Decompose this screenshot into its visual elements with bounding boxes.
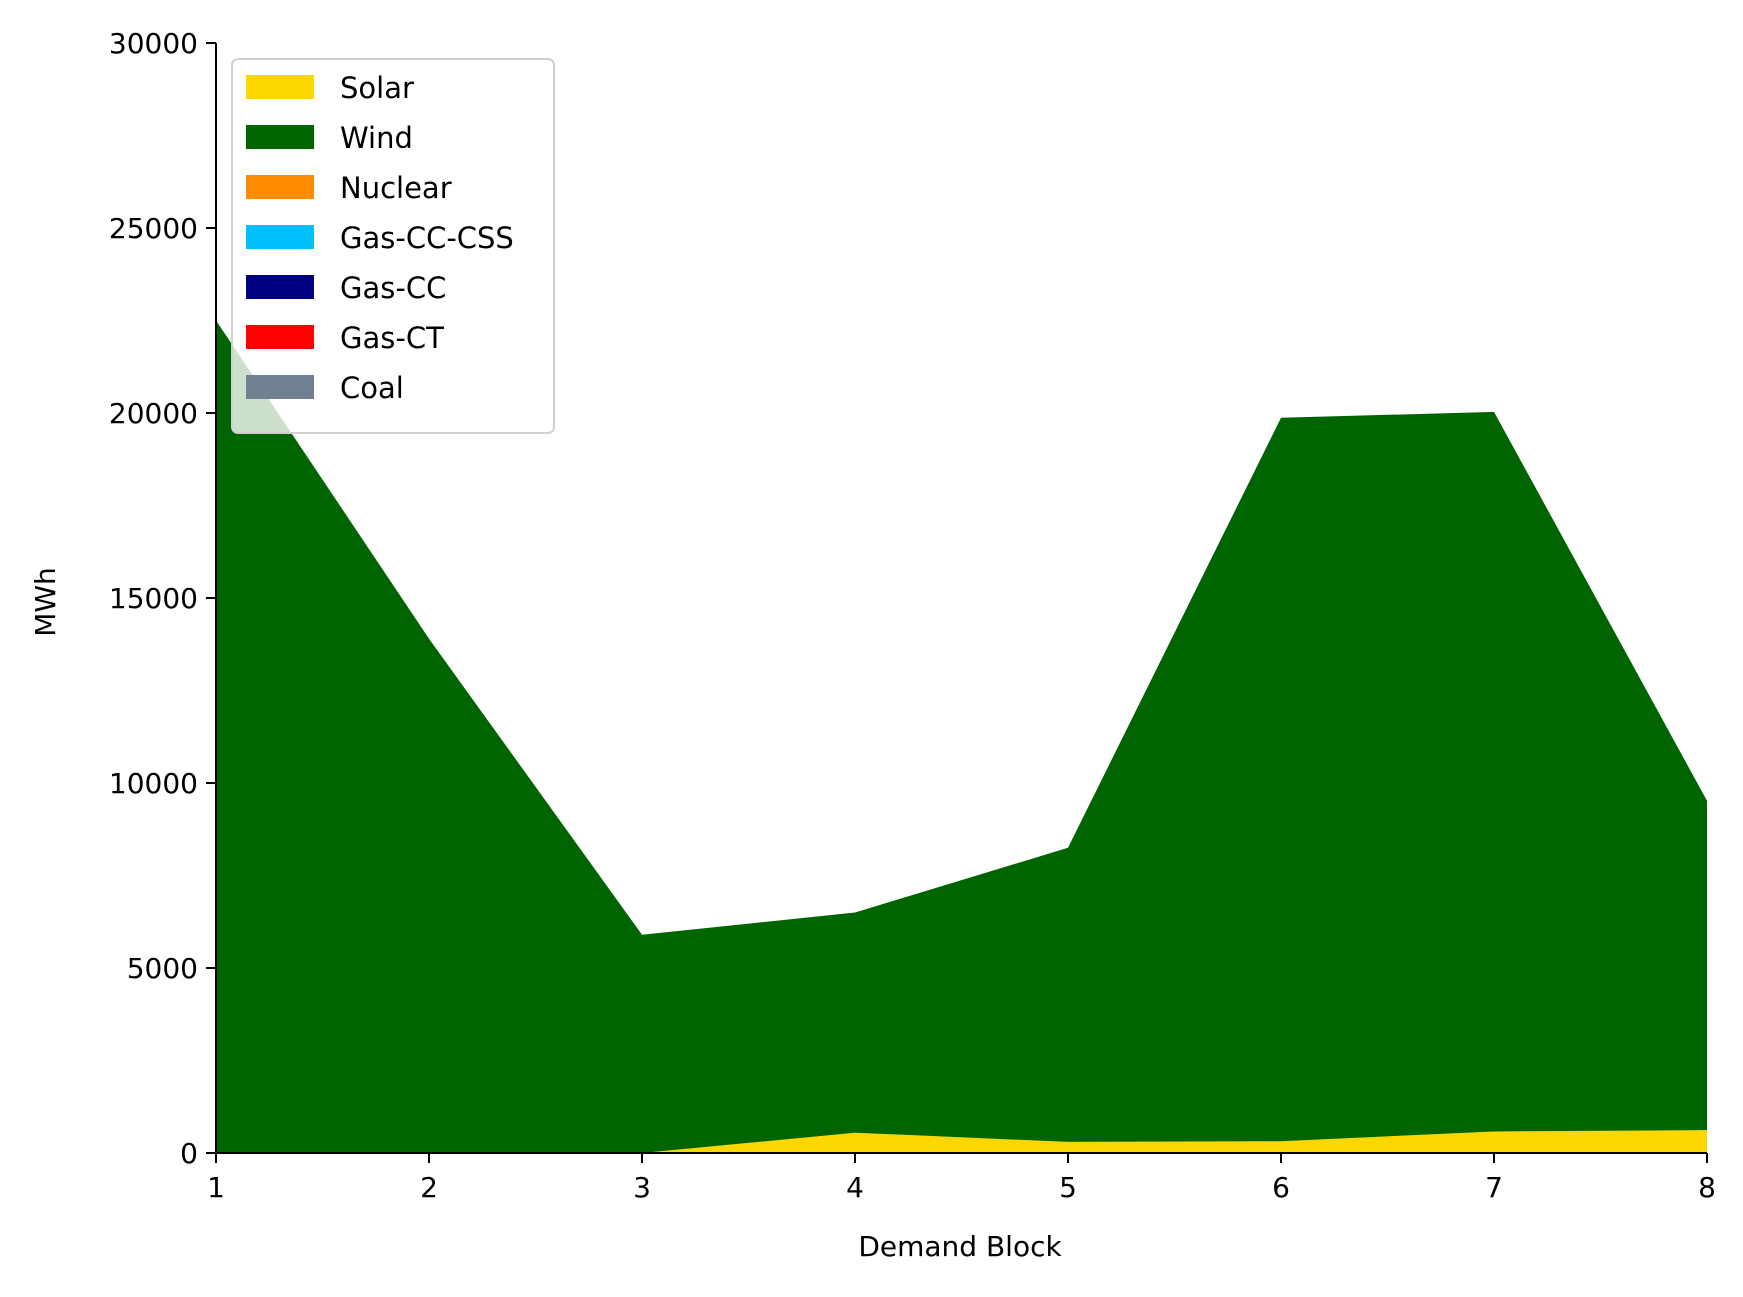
area-wind [216, 320, 1707, 1153]
y-axis-title: MWh [29, 567, 62, 637]
y-tick-label: 30000 [109, 27, 198, 60]
y-tick-label: 15000 [109, 582, 198, 615]
legend-label-nuclear: Nuclear [340, 171, 452, 205]
y-tick-label: 5000 [127, 952, 198, 985]
legend-swatch-gas-ct [246, 325, 314, 349]
legend-label-gas-cc: Gas-CC [340, 271, 446, 305]
legend-swatch-solar [246, 75, 314, 99]
legend-swatch-gas-cc [246, 275, 314, 299]
legend-swatch-gas-cc-css [246, 225, 314, 249]
x-tick-label: 6 [1272, 1171, 1290, 1204]
y-tick-label: 25000 [109, 212, 198, 245]
x-axis-title: Demand Block [858, 1230, 1062, 1263]
legend-label-gas-ct: Gas-CT [340, 321, 444, 355]
legend-swatch-wind [246, 125, 314, 149]
x-tick-label: 1 [207, 1171, 225, 1204]
legend-swatch-coal [246, 375, 314, 399]
legend-label-gas-cc-css: Gas-CC-CSS [340, 221, 514, 255]
legend-label-coal: Coal [340, 371, 404, 405]
y-tick-label: 0 [180, 1137, 198, 1170]
ticks-group: 1 2 3 4 5 6 7 8 0 5000 10000 15000 20000 25000 30000 [109, 27, 1716, 1204]
area-solar [216, 1130, 1707, 1153]
x-tick-label: 7 [1485, 1171, 1503, 1204]
legend-swatch-nuclear [246, 175, 314, 199]
x-tick-label: 2 [420, 1171, 438, 1204]
x-tick-label: 3 [633, 1171, 651, 1204]
area-series-group [216, 320, 1707, 1153]
y-tick-label: 20000 [109, 397, 198, 430]
x-tick-label: 8 [1698, 1171, 1716, 1204]
x-tick-label: 4 [846, 1171, 864, 1204]
legend-label-wind: Wind [340, 121, 413, 155]
x-tick-label: 5 [1059, 1171, 1077, 1204]
y-tick-label: 10000 [109, 767, 198, 800]
legend-label-solar: Solar [340, 71, 414, 105]
legend: Solar Wind Nuclear Gas-CC-CSS Gas-CC Gas-CT Co… [231, 58, 555, 434]
